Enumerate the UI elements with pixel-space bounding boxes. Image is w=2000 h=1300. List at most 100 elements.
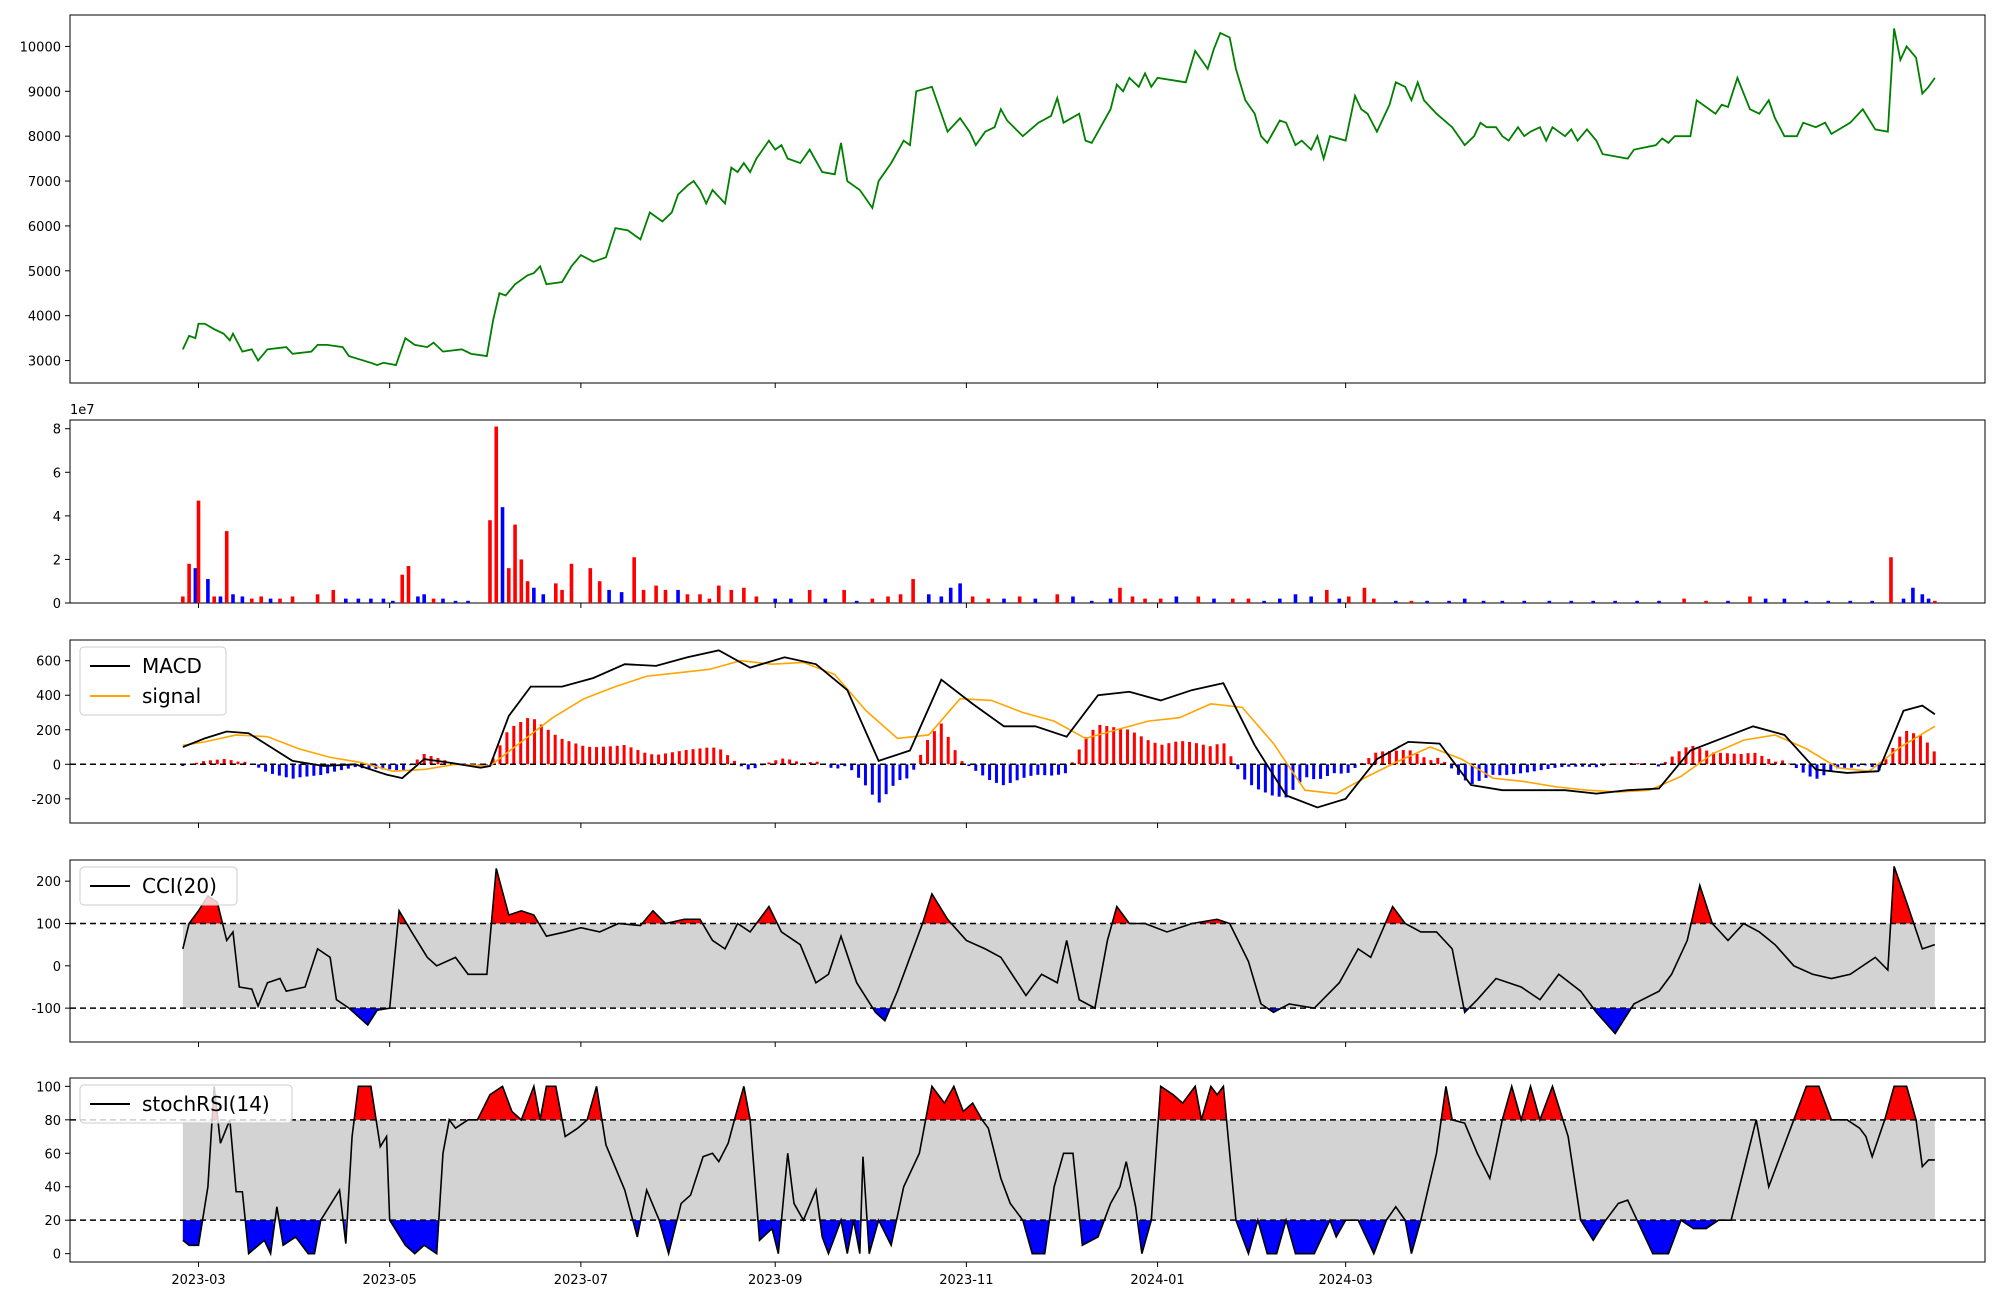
volume-panel: 0 2 4 6 8 1e7 [53, 403, 1986, 612]
volume-bar [541, 594, 546, 603]
macd-histogram-bar [788, 759, 792, 765]
macd-histogram-bar [1836, 764, 1840, 769]
macd-histogram-bar [774, 760, 778, 765]
macd-histogram-bar [588, 746, 592, 765]
volume-bar [823, 598, 828, 603]
macd-histogram-bar [1760, 755, 1764, 765]
macd-ytick-label: 200 [36, 724, 61, 739]
stochrsi-oversold-fill [757, 1220, 782, 1254]
cci-line [182, 866, 1936, 1035]
volume-bar [1089, 600, 1094, 603]
volume-bar [1635, 600, 1639, 603]
macd-histogram-bar [215, 759, 219, 765]
volume-bar [494, 426, 499, 603]
price-ytick-label: 4000 [28, 310, 61, 325]
stochrsi-oversold-fill [1637, 1220, 1732, 1254]
macd-histogram-bar [926, 740, 930, 765]
macd-histogram-bar [381, 764, 385, 770]
macd-histogram-bar [850, 764, 854, 771]
macd-histogram-bar [1201, 744, 1205, 765]
volume-bar [1682, 598, 1686, 603]
macd-ytick-label: 0 [53, 758, 61, 773]
macd-histogram-bar [1284, 764, 1288, 798]
macd-histogram-bar [491, 758, 495, 765]
volume-bar [939, 596, 944, 603]
stochrsi-overbought-fill [355, 1086, 376, 1120]
macd-histogram-bar [1125, 729, 1129, 765]
stochrsi-frame [69, 1077, 1986, 1263]
volume-bar [212, 596, 216, 603]
volume-bar [218, 596, 223, 603]
macd-histogram-bar [512, 725, 516, 765]
volume-bar [422, 594, 426, 603]
macd-histogram-bar [326, 764, 330, 774]
price-ytick-label: 5000 [28, 265, 61, 280]
macd-histogram-bar [222, 759, 226, 765]
macd-histogram-bar [1305, 764, 1309, 778]
macd-histogram-bar [339, 764, 343, 771]
macd-histogram-bar [1436, 757, 1440, 765]
volume-bar [381, 598, 386, 603]
macd-histogram-bar [1505, 764, 1509, 775]
volume-bar [560, 589, 564, 603]
volume-bar [707, 598, 712, 603]
volume-bar [406, 565, 411, 603]
macd-histogram-bar [1256, 764, 1260, 790]
macd-histogram-bar [650, 754, 654, 765]
macd-histogram-bar [1339, 764, 1343, 774]
macd-histogram-bar [622, 745, 626, 765]
cci-overbought-fill [756, 906, 777, 924]
macd-histogram-bar [1470, 764, 1474, 784]
volume-bar [742, 587, 746, 603]
macd-histogram-bar [1677, 751, 1681, 765]
macd-histogram-bar [829, 764, 833, 768]
macd-histogram-bar [891, 764, 895, 786]
volume-bar [607, 589, 611, 603]
macd-histogram-bar [767, 762, 771, 765]
stochrsi-line [182, 1083, 1935, 1257]
macd-histogram-bar [236, 761, 240, 765]
cci-overbought-fill [491, 868, 539, 924]
macd-histogram-bar [264, 764, 268, 772]
macd-histogram-bar [526, 718, 530, 765]
volume-bar [196, 500, 201, 603]
stochrsi-overbought-fill [925, 1086, 983, 1120]
macd-histogram-bar [1636, 763, 1640, 765]
volume-bar [1108, 598, 1113, 603]
volume-bar [569, 563, 574, 603]
macd-histogram-bar [1801, 764, 1805, 773]
volume-bar [400, 574, 405, 603]
price-ytick-label: 7000 [28, 175, 61, 190]
volume-bar [654, 585, 658, 603]
macd-histogram-bar [1008, 764, 1012, 783]
macd-histogram-bar [1105, 726, 1109, 765]
macd-histogram-bar [981, 764, 985, 776]
volume-bar [416, 596, 420, 603]
volume-bar [1826, 600, 1831, 603]
macd-histogram-bar [1001, 764, 1005, 786]
stochrsi-overbought-fill [1793, 1086, 1848, 1120]
cci-ytick-label: 100 [36, 917, 61, 932]
volume-bar [958, 583, 962, 603]
macd-histogram-bar [746, 764, 750, 770]
macd-histogram-bar [808, 762, 812, 765]
macd-histogram-bar [974, 764, 978, 771]
legend-box [79, 646, 227, 716]
volume-bar [886, 596, 890, 603]
volume-bar [1212, 598, 1216, 603]
macd-histogram-bar [567, 741, 571, 765]
stochrsi-panel: 0 20 40 60 80 100 stochRSI(14) 2023-03 2023-05 20… [36, 1077, 1986, 1288]
volume-bar [1325, 589, 1329, 603]
macd-histogram-bar [753, 764, 757, 769]
volume-bar [331, 589, 336, 603]
legend-label: stochRSI(14) [142, 1092, 270, 1116]
macd-histogram-bar [1519, 764, 1523, 774]
volume-frame [69, 419, 1986, 604]
volume-bar [1071, 596, 1075, 603]
macd-histogram-bar [1394, 750, 1398, 765]
stochrsi-overbought-fill [468, 1086, 563, 1120]
macd-histogram-bar [1263, 764, 1267, 793]
stochrsi-ytick-label: 0 [53, 1248, 61, 1263]
cci-band-fill [182, 923, 1935, 1009]
macd-histogram-bar [243, 761, 247, 765]
